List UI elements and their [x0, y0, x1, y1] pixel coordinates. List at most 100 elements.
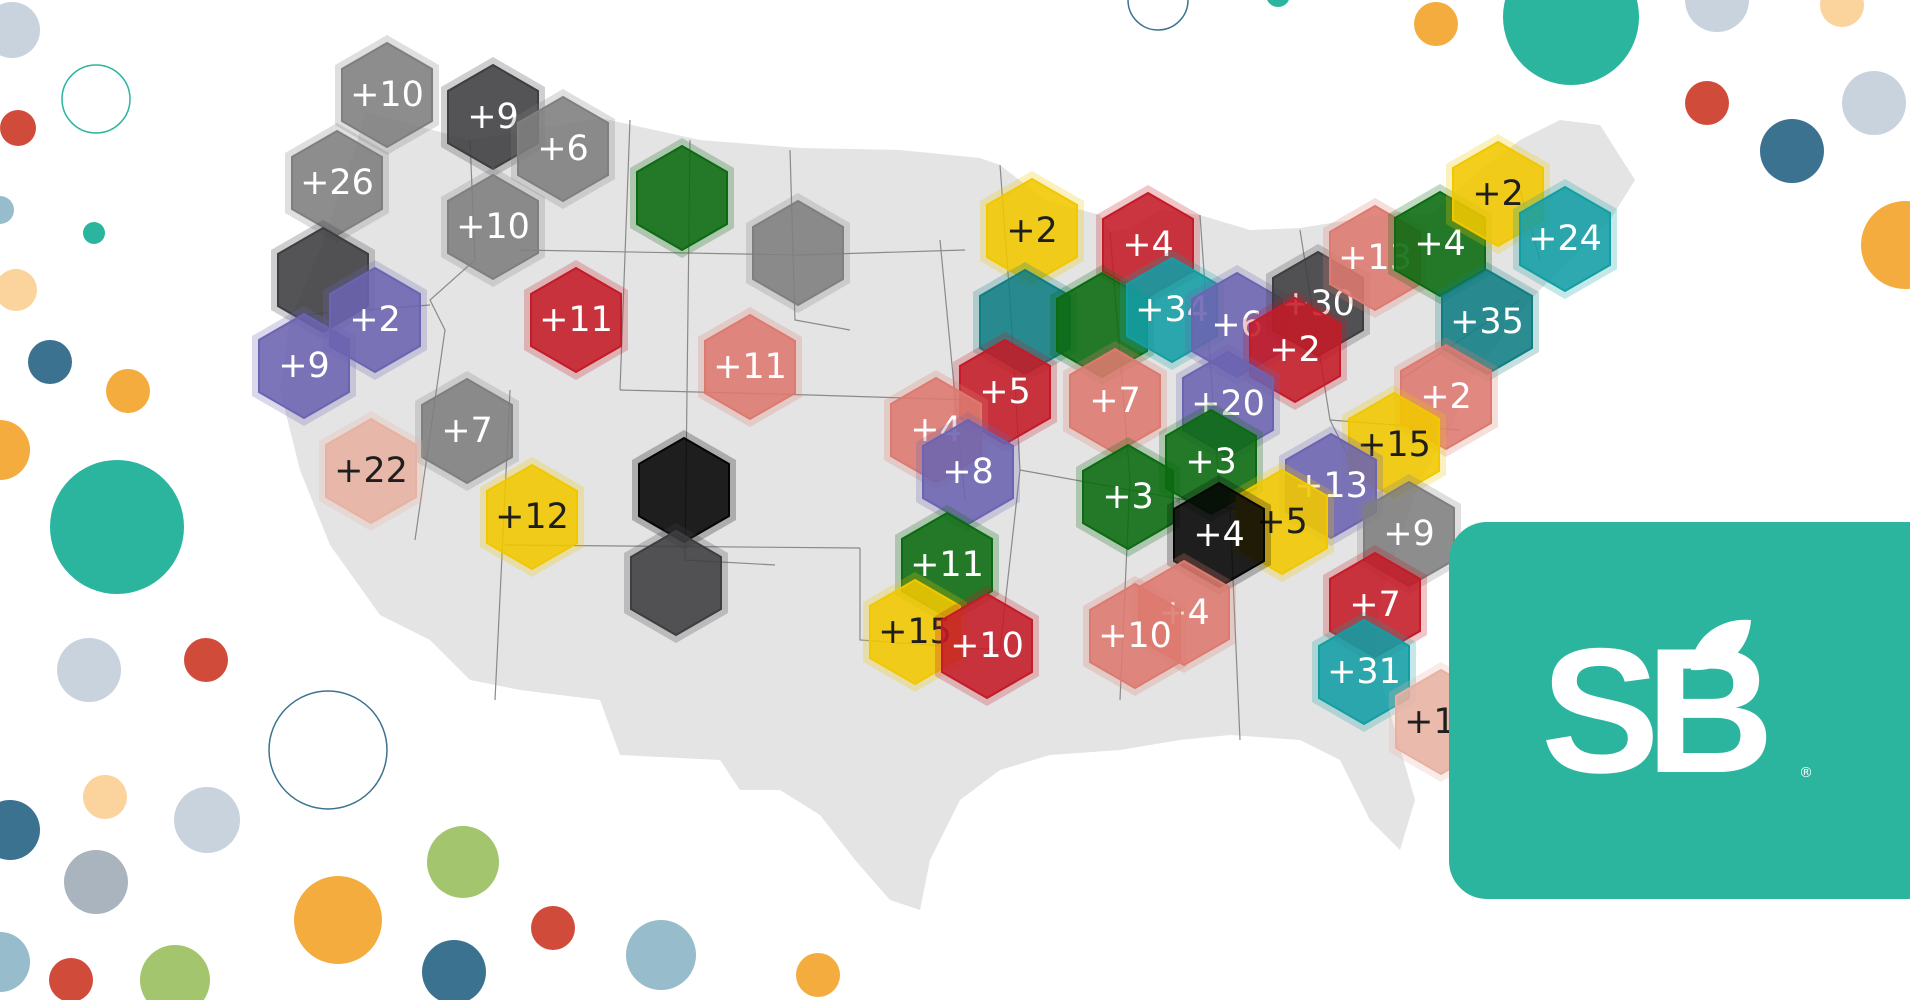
hex-label: +11 — [539, 300, 613, 340]
confetti-dot — [83, 775, 127, 819]
hex-label: +9 — [278, 346, 330, 386]
hex-shape — [517, 95, 609, 203]
hex-label: +11 — [910, 545, 984, 585]
hex-shape — [636, 144, 728, 252]
confetti-dot — [0, 2, 40, 58]
confetti-dot — [1414, 2, 1458, 46]
hex-shape — [1082, 443, 1174, 551]
confetti-dot — [1861, 201, 1910, 289]
confetti-dot — [83, 222, 105, 244]
hex-shape — [869, 578, 961, 686]
confetti-dot — [1685, 81, 1729, 125]
hex-shape — [1089, 582, 1181, 690]
confetti-dot — [1127, 0, 1189, 31]
hex-label: +11 — [713, 347, 787, 387]
confetti-dot — [184, 638, 228, 682]
hex-marker: +7 — [1063, 341, 1167, 461]
confetti-dot — [422, 940, 486, 1000]
hex-marker: +10 — [335, 35, 439, 155]
confetti-dot — [49, 958, 93, 1000]
hex-shape — [530, 266, 622, 374]
confetti-dot — [268, 690, 388, 810]
confetti-dot — [28, 340, 72, 384]
hex-marker: +11 — [698, 307, 802, 427]
hex-label: +7 — [441, 411, 493, 451]
confetti-dot — [57, 638, 121, 702]
hex-marker: +10 — [935, 586, 1039, 706]
hex-label: +35 — [1450, 302, 1524, 342]
hex-marker: +31 — [1312, 612, 1416, 732]
hex-marker — [746, 193, 850, 313]
hex-label: +7 — [1349, 585, 1401, 625]
confetti-dot — [796, 953, 840, 997]
hex-marker: +26 — [285, 123, 389, 243]
hex-label: +6 — [537, 129, 589, 169]
hex-marker: +2 — [1243, 290, 1347, 410]
sb-logo: SB ® — [1541, 612, 1813, 802]
confetti-dot — [64, 850, 128, 914]
hex-label: +4 — [1122, 225, 1174, 265]
registered-mark: ® — [1799, 765, 1813, 781]
confetti-dot — [1503, 0, 1639, 85]
hex-shape — [447, 173, 539, 281]
hex-label: +2 — [1006, 211, 1058, 251]
confetti-dot — [0, 420, 30, 480]
hex-shape — [486, 463, 578, 571]
hex-label: +3 — [1185, 442, 1237, 482]
hex-label: +10 — [1098, 616, 1172, 656]
confetti-dot — [50, 460, 184, 594]
hex-marker: +24 — [1513, 179, 1617, 299]
hex-marker: +11 — [895, 505, 999, 625]
leaf-icon — [1691, 619, 1751, 671]
hex-label: +12 — [495, 497, 569, 537]
hex-label: +5 — [979, 372, 1031, 412]
hex-marker: +10 — [441, 167, 545, 287]
hex-label: +4 — [1414, 224, 1466, 264]
hex-label: +10 — [350, 75, 424, 115]
hex-marker: +4 — [1167, 475, 1271, 595]
hex-shape — [704, 313, 796, 421]
hex-marker: +35 — [1435, 262, 1539, 382]
hex-marker: +6 — [511, 89, 615, 209]
confetti-dot — [1267, 0, 1289, 7]
hex-shape — [447, 63, 539, 171]
hex-label: +10 — [456, 207, 530, 247]
confetti-dot — [0, 269, 37, 311]
confetti-dot — [0, 800, 40, 860]
hex-shape — [752, 199, 844, 307]
hex-shape — [421, 377, 513, 485]
hex-label: +2 — [1420, 377, 1472, 417]
hex-shape — [1318, 618, 1410, 726]
confetti-dot — [0, 932, 30, 992]
hex-marker: +10 — [1083, 576, 1187, 696]
hex-label: +9 — [467, 97, 519, 137]
confetti-dot — [140, 945, 210, 1000]
hex-shape — [329, 266, 421, 374]
confetti-dot — [294, 876, 382, 964]
hex-label: +2 — [1269, 330, 1321, 370]
hex-label: +26 — [300, 163, 374, 203]
hex-markers: +10+9+6+26+10+2 +11+9 +11+7+22+12+2 +4+34 +6… — [252, 35, 1617, 782]
hex-marker: +2 — [323, 260, 427, 380]
hex-label: +4 — [1193, 515, 1245, 555]
hex-label: +22 — [334, 451, 408, 491]
confetti-dot — [0, 110, 36, 146]
hex-marker: +8 — [916, 412, 1020, 532]
hex-shape — [325, 417, 417, 525]
hex-marker: +7 — [415, 371, 519, 491]
confetti-dot — [427, 826, 499, 898]
hex-shape — [1519, 185, 1611, 293]
confetti-dot — [1820, 0, 1864, 27]
hex-label: +2 — [1472, 174, 1524, 214]
hex-marker: +9 — [252, 306, 356, 426]
confetti-dot — [1685, 0, 1749, 32]
hex-marker: +22 — [319, 411, 423, 531]
hex-label: +10 — [950, 626, 1024, 666]
hex-label: +9 — [1383, 514, 1435, 554]
confetti-dot — [1760, 119, 1824, 183]
hex-shape — [341, 41, 433, 149]
hex-label: +31 — [1327, 652, 1401, 692]
confetti-dot — [174, 787, 240, 853]
hex-label: +24 — [1528, 219, 1602, 259]
